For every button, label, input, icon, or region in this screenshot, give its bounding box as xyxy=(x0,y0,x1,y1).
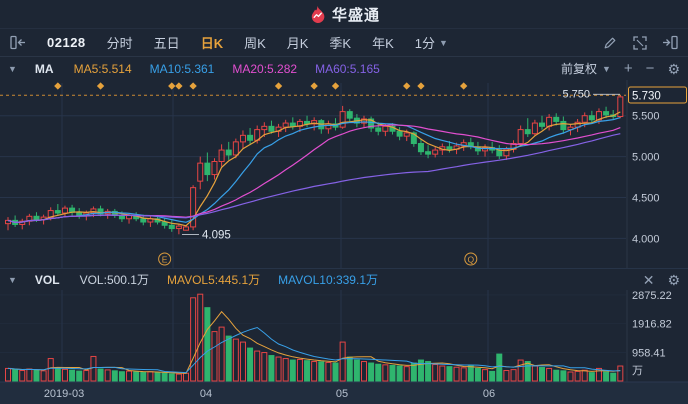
zoom-out-button[interactable]: − xyxy=(645,60,655,77)
stock-code: 02128 xyxy=(47,35,86,50)
ma-indicator-name: MA xyxy=(34,61,54,76)
gridlines: 5.500 5.000 4.500 4.000 2875.22 1916.82 958.41… xyxy=(0,83,672,381)
mavol5-value: MAVOL5:445.1万 xyxy=(166,273,261,287)
huasheng-flame-icon xyxy=(311,5,325,23)
ma60-line xyxy=(7,133,621,224)
tab-monthly-k[interactable]: 月K xyxy=(286,36,309,51)
ma20-line xyxy=(7,124,621,224)
ma-indicator-row: ▼ MA MA5:5.514 MA10:5.361 MA20:5.282 MA6… xyxy=(0,57,688,80)
svg-text:2875.22: 2875.22 xyxy=(632,290,672,302)
ma-lines xyxy=(7,111,621,227)
tab-daily-k[interactable]: 日K xyxy=(200,36,224,51)
svg-text:5.500: 5.500 xyxy=(632,111,660,123)
logo-bar: 华盛通 xyxy=(0,0,688,29)
ma20-value: MA20:5.282 xyxy=(232,61,298,76)
adjust-type-dropdown[interactable]: 前复权 ▼ xyxy=(561,60,611,77)
tab-quarterly-k[interactable]: 季K xyxy=(329,36,352,51)
svg-text:2019-03: 2019-03 xyxy=(44,388,84,400)
chevron-down-icon: ▼ xyxy=(601,63,611,74)
fullscreen-expand-icon[interactable] xyxy=(633,35,647,50)
minute-period-label: 1分 xyxy=(414,36,435,51)
event-marker-E xyxy=(158,252,172,266)
collapse-left-icon[interactable] xyxy=(10,35,26,50)
toolbar: 02128 分时 五日 日K 周K 月K 季K 年K 1分 ▼ xyxy=(0,29,688,57)
tab-yearly-k[interactable]: 年K xyxy=(372,36,394,51)
current-price-tag: 5.730 xyxy=(628,86,687,104)
ma-collapse-caret-icon[interactable]: ▼ xyxy=(8,63,17,74)
svg-text:06: 06 xyxy=(483,388,495,400)
candles xyxy=(5,95,624,235)
app-logo-text: 华盛通 xyxy=(331,6,380,24)
adjust-type-label: 前复权 xyxy=(560,62,597,76)
ma60-value: MA60:5.165 xyxy=(315,61,380,76)
vol-close-icon[interactable]: ✕ xyxy=(642,271,655,288)
ma10-line xyxy=(7,117,621,224)
mavol-lines xyxy=(7,310,621,374)
svg-text:4.500: 4.500 xyxy=(632,192,660,204)
event-marker-Q xyxy=(464,252,478,266)
svg-text:Q: Q xyxy=(467,255,474,265)
vol-indicator-row: ▼ VOL VOL:500.1万 MAVOL5:445.1万 MAVOL10:3… xyxy=(0,268,688,290)
svg-text:5.730: 5.730 xyxy=(632,91,661,103)
svg-text:1916.82: 1916.82 xyxy=(632,319,672,331)
x-axis-strip: 2019-03 04 05 06 xyxy=(0,381,688,404)
event-diamond-markers xyxy=(54,82,468,90)
svg-text:05: 05 xyxy=(336,388,348,400)
ma5-value: MA5:5.514 xyxy=(73,61,132,76)
zoom-in-button[interactable]: + xyxy=(623,60,633,77)
chevron-down-icon: ▼ xyxy=(439,37,448,48)
svg-text:04: 04 xyxy=(200,388,212,400)
vol-settings-gear-icon[interactable]: ⚙ xyxy=(667,271,680,288)
ma10-value: MA10:5.361 xyxy=(149,61,215,76)
ma-settings-gear-icon[interactable]: ⚙ xyxy=(667,60,680,77)
svg-text:5.750: 5.750 xyxy=(562,88,590,100)
toolbar-right-icons xyxy=(603,35,678,50)
vol-indicator-name: VOL xyxy=(34,272,60,287)
svg-text:万: 万 xyxy=(632,365,643,377)
tab-minute[interactable]: 分时 xyxy=(106,36,133,51)
volume-bars xyxy=(5,293,624,382)
svg-text:4.095: 4.095 xyxy=(202,230,231,242)
svg-text:E: E xyxy=(162,255,168,265)
vol-collapse-caret-icon[interactable]: ▼ xyxy=(8,274,17,285)
tab-five-day[interactable]: 五日 xyxy=(153,36,180,51)
vol-value: VOL:500.1万 xyxy=(79,273,149,287)
svg-text:5.000: 5.000 xyxy=(632,152,660,164)
kline-chart-canvas[interactable]: 5.500 5.000 4.500 4.000 2875.22 1916.82 958.41… xyxy=(0,80,688,404)
draw-pencil-icon[interactable] xyxy=(603,35,618,50)
svg-text:958.41: 958.41 xyxy=(632,347,666,359)
collapse-right-icon[interactable] xyxy=(662,35,678,50)
svg-text:4.000: 4.000 xyxy=(632,233,660,245)
minute-period-dropdown[interactable]: 1分 ▼ xyxy=(415,33,448,52)
tab-weekly-k[interactable]: 周K xyxy=(244,36,266,51)
mavol10-value: MAVOL10:339.1万 xyxy=(278,273,378,287)
